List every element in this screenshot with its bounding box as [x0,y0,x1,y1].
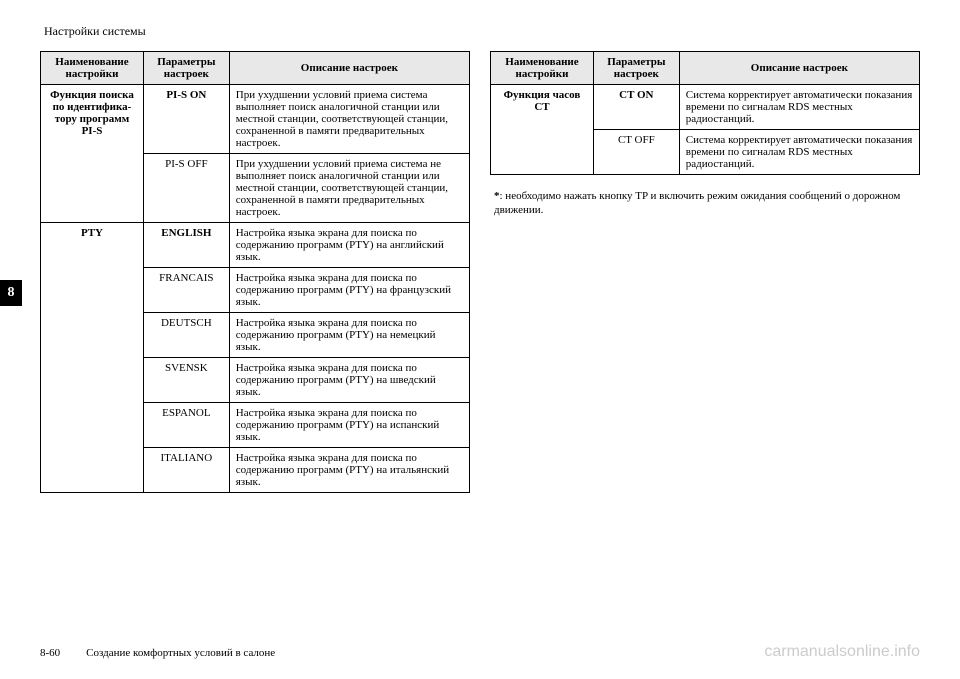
setting-desc-cell: Настройка языка экрана для поиска по сод… [229,358,469,403]
settings-table-right: Наименование настройки Параметры настрое… [490,51,920,175]
setting-name-cell: Функция часов CT [491,85,594,175]
setting-param-cell: CT ON [593,85,679,130]
th-param: Параметры настроек [593,52,679,85]
settings-table-left: Наименование настройки Параметры настрое… [40,51,470,493]
setting-name-cell: Функция поиска по идентифика- тору прогр… [41,85,144,223]
setting-desc-cell: Система корректирует автоматически показ… [679,130,919,175]
footer-chapter-title: Создание комфортных условий в салоне [86,647,275,659]
chapter-tab: 8 [0,280,22,306]
section-header: Настройки системы [44,24,920,39]
setting-desc-cell: Настройка языка экрана для поиска по сод… [229,268,469,313]
setting-desc-cell: Настройка языка экрана для поиска по сод… [229,403,469,448]
setting-desc-cell: При ухудшении условий приема система не … [229,154,469,223]
th-desc: Описание настроек [229,52,469,85]
setting-desc-cell: Система корректирует автоматически показ… [679,85,919,130]
setting-desc-cell: Настройка языка экрана для поиска по сод… [229,448,469,493]
setting-param-cell: ESPANOL [143,403,229,448]
setting-desc-cell: Настройка языка экрана для поиска по сод… [229,313,469,358]
setting-param-cell: ITALIANO [143,448,229,493]
table-row: PTYENGLISHНастройка языка экрана для пои… [41,223,470,268]
content-columns: Наименование настройки Параметры настрое… [40,51,920,493]
page-number: 8-60 [40,647,60,659]
table-row: Функция поиска по идентифика- тору прогр… [41,85,470,154]
setting-name-cell: PTY [41,223,144,493]
footnote-text: *: необходимо нажать кнопку TP и включит… [490,189,920,218]
th-param: Параметры настроек [143,52,229,85]
th-name: Наименование настройки [41,52,144,85]
setting-desc-cell: При ухудшении условий приема система вып… [229,85,469,154]
th-desc: Описание настроек [679,52,919,85]
right-column: Наименование настройки Параметры настрое… [490,51,920,493]
watermark: carmanualsonline.info [764,643,920,661]
setting-param-cell: SVENSK [143,358,229,403]
setting-param-cell: CT OFF [593,130,679,175]
setting-desc-cell: Настройка языка экрана для поиска по сод… [229,223,469,268]
setting-param-cell: FRANCAIS [143,268,229,313]
setting-param-cell: PI-S OFF [143,154,229,223]
setting-param-cell: PI-S ON [143,85,229,154]
page-footer: 8-60 Создание комфортных условий в салон… [40,643,920,661]
th-name: Наименование настройки [491,52,594,85]
table-row: Функция часов CTCT ONСистема корректируе… [491,85,920,130]
setting-param-cell: DEUTSCH [143,313,229,358]
setting-param-cell: ENGLISH [143,223,229,268]
left-column: Наименование настройки Параметры настрое… [40,51,470,493]
